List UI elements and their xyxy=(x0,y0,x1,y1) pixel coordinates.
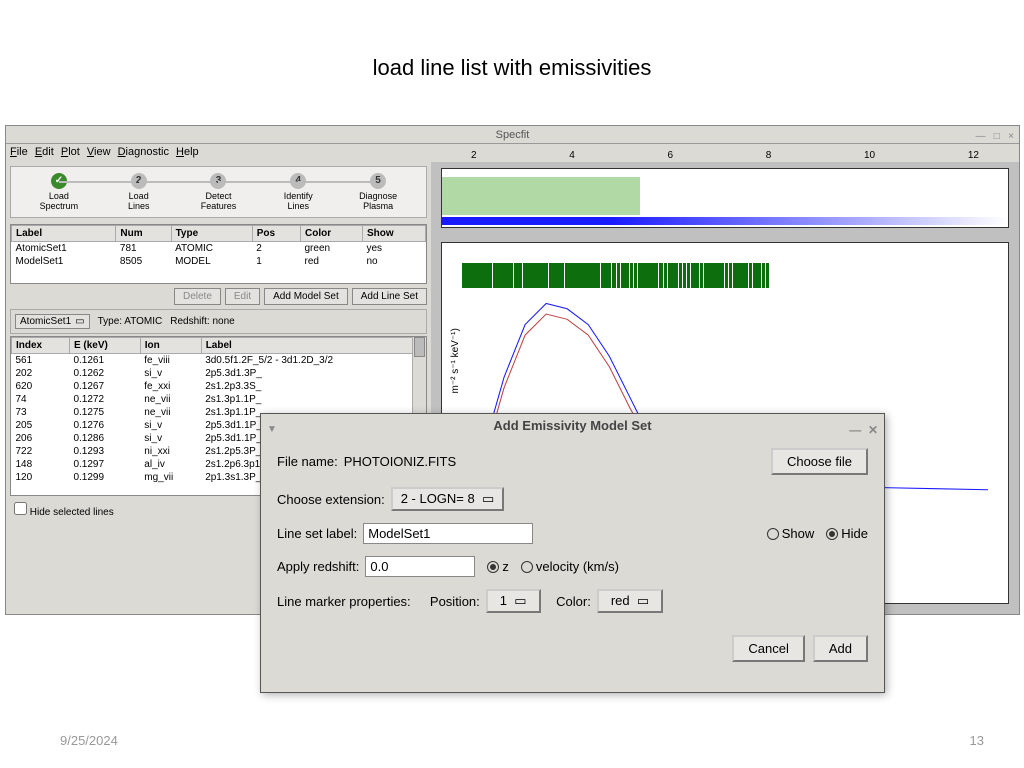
line-markers xyxy=(462,263,988,288)
wizard-step-2[interactable]: 3DetectFeatures xyxy=(179,173,259,211)
choose-file-button[interactable]: Choose file xyxy=(771,448,868,475)
footer-date: 9/25/2024 xyxy=(60,733,118,748)
navigator-plot[interactable] xyxy=(441,168,1009,228)
z-radio[interactable]: z xyxy=(487,559,509,574)
app-title: Specfit xyxy=(496,129,530,141)
wizard: LoadSpectrum2LoadLines3DetectFeatures4Id… xyxy=(10,166,427,218)
filename-label: File name: xyxy=(277,454,338,469)
set-type: Type: ATOMIC xyxy=(98,316,163,327)
wizard-step-1[interactable]: 2LoadLines xyxy=(99,173,179,211)
titlebar: Specfit — □ × xyxy=(6,126,1019,144)
add-emissivity-dialog: ▼ Add Emissivity Model Set — ✕ File name… xyxy=(260,413,885,693)
setlabel-label: Line set label: xyxy=(277,526,357,541)
extension-label: Choose extension: xyxy=(277,492,385,507)
add-model-set-button[interactable]: Add Model Set xyxy=(264,288,348,305)
set-selector[interactable]: AtomicSet1 ▭ xyxy=(15,314,90,329)
filename-value: PHOTOIONIZ.FITS xyxy=(344,454,456,469)
position-select[interactable]: 1 ▭ xyxy=(486,589,541,613)
menu-plot[interactable]: Plot xyxy=(61,146,80,158)
extension-select[interactable]: 2 - LOGN= 8 ▭ xyxy=(391,487,505,511)
menu-view[interactable]: View xyxy=(87,146,111,158)
window-controls[interactable]: — □ × xyxy=(975,128,1014,146)
footer-page: 13 xyxy=(970,733,984,748)
wizard-step-3[interactable]: 4IdentifyLines xyxy=(258,173,338,211)
show-radio[interactable]: Show xyxy=(767,526,815,541)
position-label: Position: xyxy=(430,594,480,609)
plot-top-ticks: 24681012 xyxy=(451,150,999,161)
line-row[interactable]: 740.1272ne_vii2s1.3p1.1P_ xyxy=(12,393,426,406)
current-set-header: AtomicSet1 ▭ Type: ATOMIC Redshift: none xyxy=(10,309,427,334)
add-line-set-button[interactable]: Add Line Set xyxy=(352,288,427,305)
wizard-step-4[interactable]: 5DiagnosePlasma xyxy=(338,173,418,211)
dialog-title: ▼ Add Emissivity Model Set — ✕ xyxy=(261,414,884,438)
dialog-minimize-icon[interactable]: — xyxy=(849,423,861,437)
navigator-selection[interactable] xyxy=(442,177,640,215)
hide-radio[interactable]: Hide xyxy=(826,526,868,541)
menu-diagnostic[interactable]: Diagnostic xyxy=(118,146,169,158)
sets-table[interactable]: LabelNumTypePosColorShowAtomicSet1781ATO… xyxy=(10,224,427,284)
slide-title: load line list with emissivities xyxy=(0,55,1024,81)
plot-y-unit: m⁻² s⁻¹ keV⁻¹) xyxy=(450,328,461,393)
cancel-button[interactable]: Cancel xyxy=(732,635,804,662)
redshift-label: Apply redshift: xyxy=(277,559,359,574)
set-redshift: Redshift: none xyxy=(170,316,235,327)
menu-help[interactable]: Help xyxy=(176,146,199,158)
menu-file[interactable]: File xyxy=(10,146,28,158)
sets-buttons: Delete Edit Add Model Set Add Line Set xyxy=(10,288,427,305)
linemarker-label: Line marker properties: xyxy=(277,594,411,609)
dialog-menu-icon[interactable]: ▼ xyxy=(267,418,277,442)
delete-button[interactable]: Delete xyxy=(174,288,221,305)
line-row[interactable]: 2020.1262si_v2p5.3d1.3P_ xyxy=(12,367,426,380)
add-button[interactable]: Add xyxy=(813,635,868,662)
navigator-curve xyxy=(442,217,1008,225)
wizard-step-0[interactable]: LoadSpectrum xyxy=(19,173,99,211)
dialog-close-icon[interactable]: ✕ xyxy=(868,423,878,437)
setlabel-input[interactable] xyxy=(363,523,533,544)
redshift-input[interactable] xyxy=(365,556,475,577)
menu-edit[interactable]: Edit xyxy=(35,146,54,158)
line-row[interactable]: 5610.1261fe_viii3d0.5f1.2F_5/2 - 3d1.2D_… xyxy=(12,354,426,368)
line-row[interactable]: 6200.1267fe_xxi2s1.2p3.3S_ xyxy=(12,380,426,393)
color-select[interactable]: red ▭ xyxy=(597,589,663,613)
edit-button[interactable]: Edit xyxy=(225,288,260,305)
velocity-radio[interactable]: velocity (km/s) xyxy=(521,559,619,574)
set-row[interactable]: ModelSet18505MODEL1redno xyxy=(12,255,426,268)
color-label: Color: xyxy=(556,594,591,609)
hide-lines-checkbox[interactable] xyxy=(14,502,27,515)
set-row[interactable]: AtomicSet1781ATOMIC2greenyes xyxy=(12,242,426,256)
